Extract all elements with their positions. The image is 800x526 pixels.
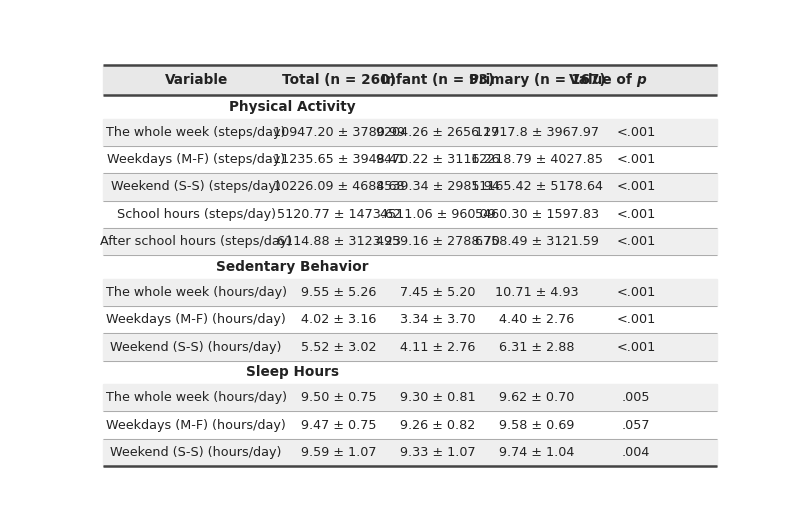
Bar xyxy=(103,65,717,95)
Text: 4.40 ± 2.76: 4.40 ± 2.76 xyxy=(499,313,574,326)
Text: <.001: <.001 xyxy=(617,126,656,139)
Text: 4.02 ± 3.16: 4.02 ± 3.16 xyxy=(301,313,376,326)
Text: 11165.42 ± 5178.64: 11165.42 ± 5178.64 xyxy=(471,180,603,194)
Bar xyxy=(103,118,717,146)
Text: <.001: <.001 xyxy=(617,208,656,221)
Text: 10226.09 ± 4684.68: 10226.09 ± 4684.68 xyxy=(273,180,405,194)
Text: <.001: <.001 xyxy=(617,313,656,326)
Bar xyxy=(103,384,717,411)
Bar xyxy=(103,279,717,306)
Text: Total (n = 260): Total (n = 260) xyxy=(282,73,395,87)
Text: 10947.20 ± 3780.99: 10947.20 ± 3780.99 xyxy=(273,126,405,139)
Text: <.001: <.001 xyxy=(617,153,656,166)
Text: 9.55 ± 5.26: 9.55 ± 5.26 xyxy=(301,286,376,299)
Text: <.001: <.001 xyxy=(617,286,656,299)
Text: .005: .005 xyxy=(622,391,650,404)
Text: 5.52 ± 3.02: 5.52 ± 3.02 xyxy=(301,340,377,353)
Bar xyxy=(103,439,717,466)
Text: Sleep Hours: Sleep Hours xyxy=(246,366,338,379)
Bar xyxy=(103,333,717,361)
Text: <.001: <.001 xyxy=(617,180,656,194)
Text: 11235.65 ± 3948.41: 11235.65 ± 3948.41 xyxy=(273,153,405,166)
Text: <.001: <.001 xyxy=(617,340,656,353)
Text: Weekdays (M-F) (hours/day): Weekdays (M-F) (hours/day) xyxy=(106,313,286,326)
Text: After school hours (steps/day): After school hours (steps/day) xyxy=(100,235,292,248)
Text: 10.71 ± 4.93: 10.71 ± 4.93 xyxy=(495,286,579,299)
Text: 9.30 ± 0.81: 9.30 ± 0.81 xyxy=(400,391,476,404)
Text: 7.45 ± 5.20: 7.45 ± 5.20 xyxy=(400,286,476,299)
Text: Weekend (S-S) (steps/day): Weekend (S-S) (steps/day) xyxy=(111,180,281,194)
Bar xyxy=(103,173,717,200)
Text: 9.74 ± 1.04: 9.74 ± 1.04 xyxy=(499,446,574,459)
Text: Variable: Variable xyxy=(165,73,228,87)
Text: 9.50 ± 0.75: 9.50 ± 0.75 xyxy=(301,391,377,404)
Text: 9.62 ± 0.70: 9.62 ± 0.70 xyxy=(499,391,574,404)
Text: The whole week (steps/day): The whole week (steps/day) xyxy=(106,126,286,139)
Text: 4.11 ± 2.76: 4.11 ± 2.76 xyxy=(400,340,475,353)
Text: 3.34 ± 3.70: 3.34 ± 3.70 xyxy=(400,313,476,326)
Text: Sedentary Behavior: Sedentary Behavior xyxy=(216,260,369,274)
Text: 5460.30 ± 1597.83: 5460.30 ± 1597.83 xyxy=(475,208,599,221)
Text: .004: .004 xyxy=(622,446,650,459)
Text: The whole week (hours/day): The whole week (hours/day) xyxy=(106,391,286,404)
Text: Weekdays (M-F) (steps/day): Weekdays (M-F) (steps/day) xyxy=(107,153,285,166)
Text: 11917.8 ± 3967.97: 11917.8 ± 3967.97 xyxy=(475,126,599,139)
Text: 6758.49 ± 3121.59: 6758.49 ± 3121.59 xyxy=(475,235,599,248)
Text: Weekend (S-S) (hours/day): Weekend (S-S) (hours/day) xyxy=(110,446,282,459)
Text: .057: .057 xyxy=(622,419,650,431)
Text: 9.33 ± 1.07: 9.33 ± 1.07 xyxy=(400,446,476,459)
Text: <.001: <.001 xyxy=(617,235,656,248)
Text: 6.31 ± 2.88: 6.31 ± 2.88 xyxy=(499,340,575,353)
Text: Primary (n = 167): Primary (n = 167) xyxy=(469,73,606,87)
Text: 12218.79 ± 4027.85: 12218.79 ± 4027.85 xyxy=(471,153,603,166)
Text: 9.47 ± 0.75: 9.47 ± 0.75 xyxy=(301,419,377,431)
Text: 9.26 ± 0.82: 9.26 ± 0.82 xyxy=(400,419,475,431)
Text: Weekdays (M-F) (hours/day): Weekdays (M-F) (hours/day) xyxy=(106,419,286,431)
Text: 8539.34 ± 2985.94: 8539.34 ± 2985.94 xyxy=(376,180,500,194)
Text: Infant (n = 93): Infant (n = 93) xyxy=(382,73,494,87)
Text: The whole week (hours/day): The whole week (hours/day) xyxy=(106,286,286,299)
Text: 9470.22 ± 3116.26: 9470.22 ± 3116.26 xyxy=(376,153,500,166)
Bar xyxy=(103,228,717,255)
Text: Value of: Value of xyxy=(569,73,636,87)
Text: Weekend (S-S) (hours/day): Weekend (S-S) (hours/day) xyxy=(110,340,282,353)
Text: 9.59 ± 1.07: 9.59 ± 1.07 xyxy=(301,446,377,459)
Text: 5120.77 ± 1473.62: 5120.77 ± 1473.62 xyxy=(277,208,401,221)
Text: 9204.26 ± 2656.27: 9204.26 ± 2656.27 xyxy=(376,126,499,139)
Text: 4511.06 ± 960.09: 4511.06 ± 960.09 xyxy=(380,208,496,221)
Text: 9.58 ± 0.69: 9.58 ± 0.69 xyxy=(499,419,574,431)
Text: 6114.88 ± 3123.23: 6114.88 ± 3123.23 xyxy=(277,235,401,248)
Text: p: p xyxy=(636,73,646,87)
Text: 4959.16 ± 2788.70: 4959.16 ± 2788.70 xyxy=(376,235,500,248)
Text: Physical Activity: Physical Activity xyxy=(229,100,355,114)
Text: School hours (steps/day): School hours (steps/day) xyxy=(117,208,275,221)
